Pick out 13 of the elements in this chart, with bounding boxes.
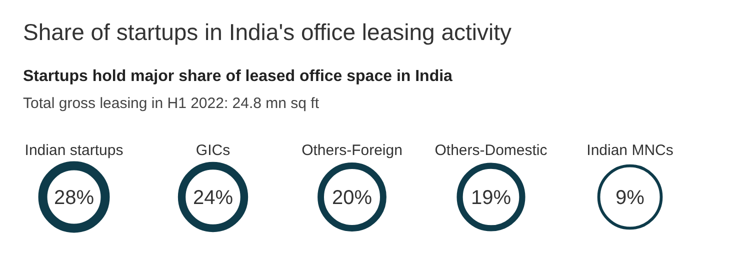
- data-label: 20%: [332, 187, 372, 209]
- data-label: 24%: [192, 187, 234, 209]
- data-label: 19%: [470, 187, 512, 209]
- category-label: Indian startups: [24, 142, 124, 159]
- category-label: Indian MNCs: [586, 142, 674, 159]
- category-label: GICs: [196, 142, 230, 159]
- text: Total gross leasing in H1 2022: 24.8 mn sq ft: [23, 95, 320, 112]
- data-label: 9%: [616, 187, 645, 209]
- text: Startups hold major share of leased office space in India: [23, 68, 452, 85]
- data-label: 28%: [54, 187, 94, 209]
- category-label: Others-Foreign: [302, 142, 402, 159]
- text: Share of startups in India's office leasing activity: [23, 19, 512, 45]
- category-label: Others-Domestic: [434, 142, 548, 159]
